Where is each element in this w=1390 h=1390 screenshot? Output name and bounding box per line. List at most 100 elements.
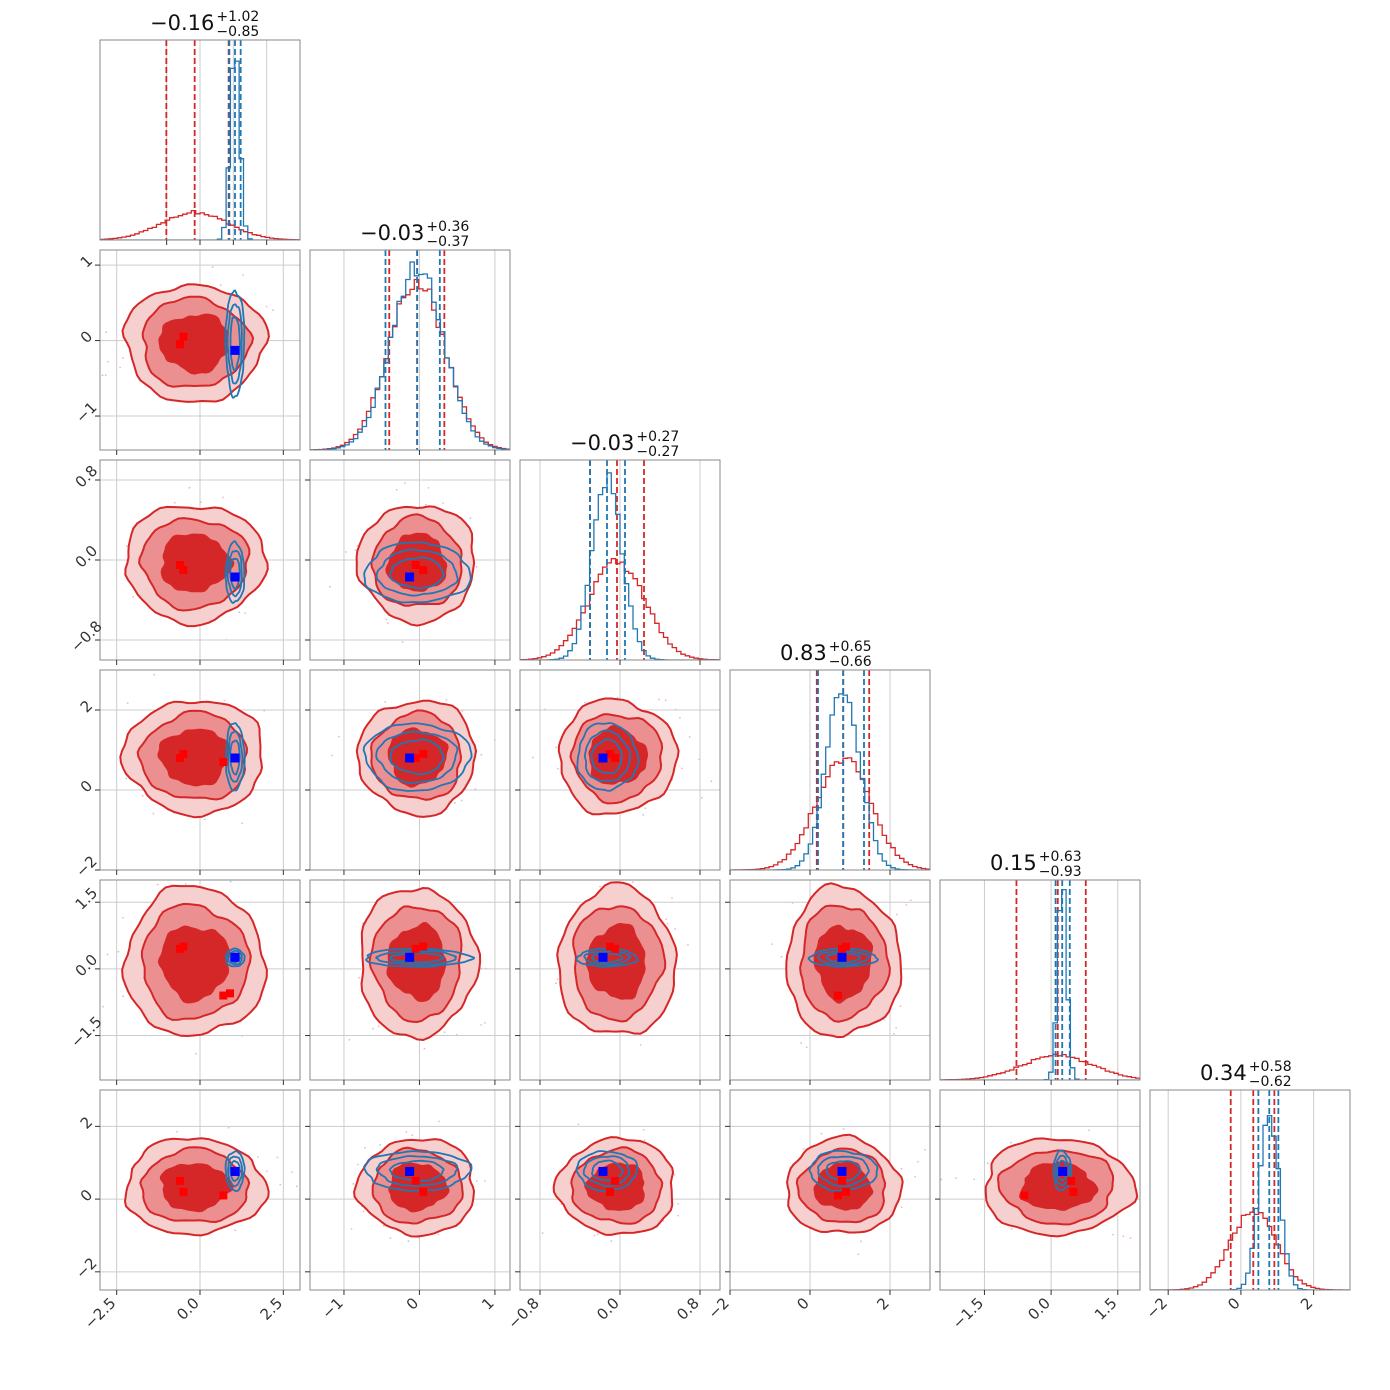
- sample-point: [584, 701, 586, 704]
- histogram-panel-3: [729, 669, 931, 875]
- blue-contour: [375, 1155, 459, 1187]
- sample-point: [541, 1232, 544, 1234]
- sample-point: [307, 348, 309, 350]
- param-title-0: −0.16: [150, 11, 214, 35]
- sample-point: [117, 950, 120, 953]
- red-truth-marker: [411, 754, 420, 762]
- red-contour-inner: [158, 313, 229, 375]
- blue-contour: [389, 556, 445, 590]
- sample-point: [1143, 1181, 1145, 1183]
- blue-contour: [227, 1155, 243, 1188]
- y-tick-label: −2: [72, 852, 100, 880]
- red-histogram: [1150, 1211, 1350, 1290]
- blue-contour: [575, 947, 639, 968]
- sample-point: [900, 1168, 903, 1170]
- sample-point: [955, 1177, 957, 1179]
- red-truth-marker: [1020, 1191, 1029, 1200]
- x-tick-label: −2: [704, 1294, 732, 1322]
- red-contour-inner: [388, 1162, 450, 1213]
- sample-point: [386, 622, 389, 624]
- param-title-plus-4: +0.63: [1039, 849, 1082, 865]
- param-title-minus-2: −0.27: [636, 444, 679, 460]
- sample-point: [480, 1024, 483, 1026]
- sample-point: [225, 639, 228, 641]
- blue-truth-marker: [230, 1166, 240, 1176]
- sample-point: [405, 1131, 408, 1133]
- param-title-minus-4: −0.93: [1039, 864, 1082, 880]
- sample-point: [96, 274, 98, 276]
- sample-point: [577, 1123, 580, 1126]
- sample-point: [673, 1173, 676, 1176]
- sample-point: [820, 1132, 823, 1135]
- panel-frame: [309, 1089, 511, 1291]
- x-tick-label: 2.5: [257, 1294, 287, 1324]
- red-truth-marker: [838, 1176, 846, 1185]
- red-contour-inner: [157, 728, 231, 787]
- blue-contour: [817, 1155, 870, 1188]
- red-truth-marker: [1067, 1176, 1076, 1185]
- blue-contour: [229, 739, 241, 776]
- sample-point: [385, 618, 388, 621]
- sample-point: [484, 1180, 486, 1182]
- sample-point: [125, 777, 128, 780]
- sample-point: [234, 1229, 237, 1232]
- sample-point: [701, 796, 703, 799]
- red-truth-marker: [226, 989, 234, 998]
- y-tick-label: 0.0: [72, 542, 102, 572]
- sample-point: [331, 754, 333, 757]
- sample-point: [679, 716, 681, 719]
- sample-point: [272, 309, 274, 312]
- blue-contour: [226, 949, 243, 966]
- sample-point: [97, 997, 99, 999]
- y-tick-label: −1: [72, 398, 100, 426]
- sample-point: [454, 802, 456, 804]
- contour-panel-4-1: [305, 879, 511, 1085]
- param-title-minus-5: −0.62: [1249, 1074, 1292, 1090]
- sample-point: [101, 374, 104, 377]
- blue-truth-marker: [837, 952, 847, 962]
- blue-contour: [226, 549, 243, 598]
- sample-point: [372, 1027, 374, 1030]
- sample-point: [427, 487, 430, 489]
- red-truth-marker: [176, 561, 184, 569]
- sample-point: [1010, 1228, 1013, 1230]
- red-histogram: [100, 209, 300, 240]
- blue-truth-marker: [405, 753, 415, 763]
- sample-point: [338, 735, 340, 738]
- blue-contour: [224, 540, 246, 605]
- sample-point: [474, 788, 477, 791]
- sample-point: [983, 1205, 986, 1208]
- red-truth-marker: [842, 1187, 850, 1196]
- blue-truth-marker: [837, 1166, 847, 1176]
- sample-point: [122, 995, 124, 998]
- sample-point: [896, 913, 898, 916]
- panel-frame: [729, 879, 931, 1081]
- blue-contour: [227, 729, 244, 783]
- blue-contour: [808, 1149, 879, 1192]
- blue-contour: [816, 950, 870, 966]
- sample-point: [1010, 1141, 1012, 1144]
- contour-panel-2-1: [305, 459, 511, 665]
- sample-point: [631, 881, 634, 883]
- contour-panel-4-0: [95, 879, 301, 1085]
- sample-point: [121, 916, 124, 919]
- blue-contour: [1054, 1154, 1071, 1187]
- blue-contour: [375, 730, 459, 785]
- sample-point: [401, 641, 404, 643]
- y-tick-label: 0.0: [72, 951, 102, 981]
- sample-point: [658, 698, 660, 701]
- param-title-5: 0.34: [1200, 1061, 1247, 1085]
- sample-point: [851, 874, 853, 876]
- blue-contour: [591, 952, 624, 964]
- sample-point: [242, 274, 244, 276]
- y-tick-label: 1: [77, 252, 96, 271]
- sample-point: [698, 758, 700, 761]
- param-title-plus-5: +0.58: [1249, 1059, 1292, 1075]
- histogram-panel-0: [99, 39, 301, 245]
- sample-point: [276, 1156, 279, 1159]
- x-tick-label: 0: [1224, 1294, 1243, 1313]
- sample-point: [132, 596, 135, 598]
- sample-point: [800, 1042, 802, 1044]
- sample-point: [211, 266, 214, 268]
- blue-contour: [590, 738, 623, 775]
